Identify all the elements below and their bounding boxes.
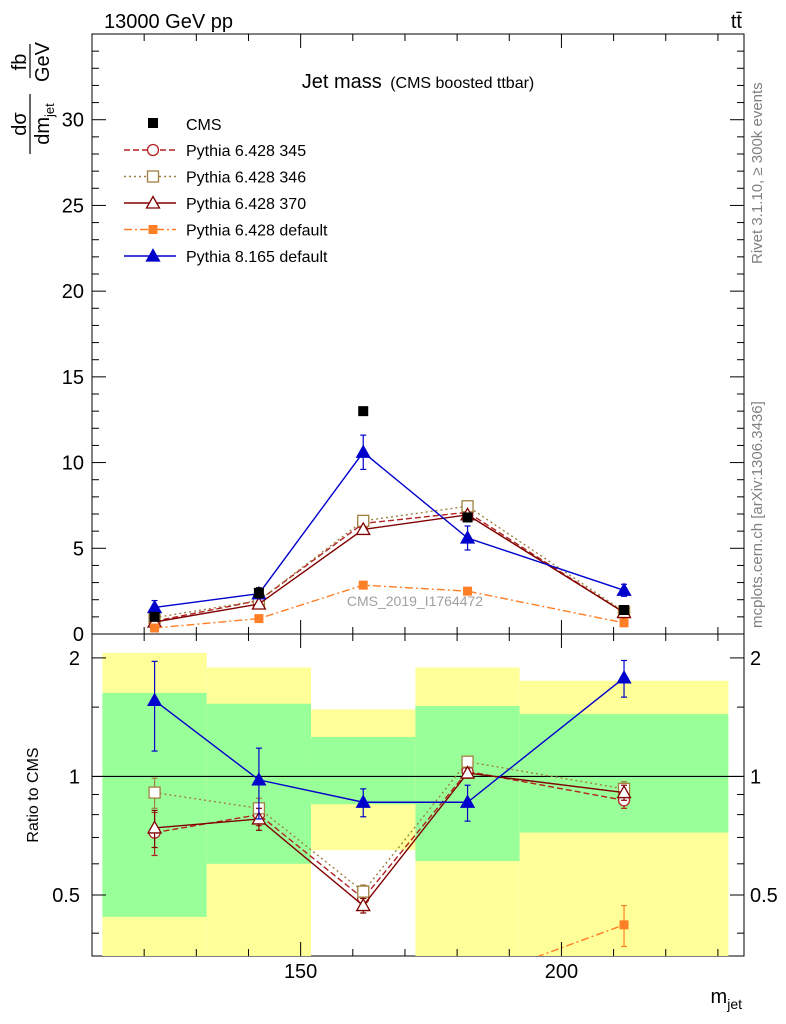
legend-marker-2 (145, 195, 161, 209)
main-series (146, 406, 632, 633)
main-point-3-0 (150, 623, 160, 633)
xlabel-m: m (711, 986, 728, 1008)
main-series-3 (150, 580, 629, 633)
ratio-series-line-1 (154, 760, 625, 893)
main-point-3-2 (358, 580, 368, 590)
ratio-point-3-3 (463, 978, 472, 987)
legend-label-2: Pythia 6.428 370 (186, 196, 306, 213)
ratio-point-4-0 (146, 692, 163, 707)
ylabel-denominator: dmjet (32, 103, 57, 145)
ratio-errbar-3-1 (256, 966, 262, 1000)
ylabel-gev: GeV (32, 41, 54, 82)
analysis-watermark: CMS_2019_I1764472 (347, 593, 483, 609)
ratio-point-2-2 (355, 897, 371, 912)
legend-label-3: Pythia 6.428 default (186, 223, 328, 240)
main-ytick-label-2: 10 (62, 453, 84, 475)
ratio-point-1-2 (357, 885, 370, 898)
chart-title: Jet mass (302, 71, 382, 93)
ratio-series-4 (146, 659, 632, 822)
main-point-2-2 (355, 521, 371, 536)
ratio-point-4-1 (251, 772, 267, 786)
main-series-line-1 (154, 505, 625, 619)
main-point-3-1 (254, 614, 264, 624)
ratio-ytick-label-left-2: 2 (69, 648, 80, 670)
main-point-3-3 (463, 586, 473, 596)
ylabel-dm: dm (32, 117, 54, 145)
ratio-point-4-4 (616, 670, 632, 684)
main-point-4-2 (355, 444, 371, 458)
ratio-ytick-label-left-1: 1 (69, 766, 80, 788)
ratio-point-3-1 (254, 978, 263, 987)
ratio-errbar-3-3 (465, 971, 471, 994)
energy-label: 13000 GeV pp (104, 11, 233, 33)
cms-data (149, 406, 630, 622)
main-ytick-label-3: 15 (62, 367, 84, 389)
ratio-errbar-4-0 (151, 660, 158, 752)
xtick-label-1: 200 (545, 961, 578, 983)
legend-label-cms: CMS (186, 117, 222, 134)
ratio-point-2-3 (459, 765, 476, 779)
ratio-series-3 (150, 904, 629, 1024)
ylabel-jet-sub: jet (42, 103, 57, 118)
main-ytick-label-5: 25 (62, 195, 84, 217)
main-series-line-4 (154, 451, 625, 609)
legend-marker-4 (145, 248, 161, 262)
ylabel-dsigma: dσ (9, 112, 31, 136)
ratio-bands (92, 652, 744, 956)
cms-point-1 (253, 587, 264, 598)
ratio-point-4-2 (355, 794, 371, 808)
legend-label-1: Pythia 6.428 346 (186, 170, 306, 187)
legend-marker-0 (146, 143, 160, 157)
ratio-ytick-label-right-2: 2 (750, 648, 761, 670)
legend-label-4: Pythia 8.165 default (186, 249, 328, 266)
main-series-4 (146, 434, 632, 615)
y-axis-label: dσ dmjet fb GeV (9, 41, 57, 154)
xtick-label-0: 150 (284, 961, 317, 983)
ratio-point-2-4 (616, 784, 632, 799)
ratio-y-label: Ratio to CMS (25, 747, 42, 842)
cms-point-2 (358, 406, 369, 417)
main-point-4-4 (616, 582, 632, 596)
ratio-point-3-4 (619, 920, 629, 930)
ratio-point-2-0 (146, 820, 163, 834)
chart-subtitle: (CMS boosted ttbar) (390, 75, 534, 92)
legend: CMS Pythia 6.428 345 Pythia 6.428 346 Pythi… (124, 117, 328, 266)
chart-title-line: Jet mass (CMS boosted ttbar) (302, 71, 535, 93)
process-label: tt̄ (731, 11, 743, 33)
main-ytick-label-6: 30 (62, 110, 84, 132)
legend-marker-3 (148, 225, 158, 234)
ratio-point-1-0 (148, 786, 161, 799)
rivet-label: Rivet 3.1.10, ≥ 300k events (749, 82, 766, 264)
cms-point-3 (462, 512, 473, 523)
ratio-ytick-label-right-0: 0.5 (750, 885, 778, 907)
ratio-series-2 (146, 765, 632, 914)
legend-marker-1 (146, 170, 160, 183)
ratio-ytick-label-left-0: 0.5 (52, 885, 80, 907)
cms-point-0 (149, 611, 160, 622)
mcplots-label: mcplots.cern.ch [arXiv:1306.3436] (749, 401, 766, 628)
green-band-3 (415, 705, 520, 861)
ratio-point-3-0 (150, 1009, 159, 1018)
green-band-4 (519, 714, 729, 833)
ratio-errbar-3-0 (152, 994, 158, 1024)
main-ytick-label-4: 20 (62, 281, 84, 303)
xlabel-jet-sub: jet (726, 996, 742, 1012)
x-axis-label: mjet (711, 986, 743, 1012)
cms-point-4 (619, 605, 630, 615)
ratio-series (146, 659, 632, 1024)
main-point-2-1 (251, 596, 267, 610)
ratio-point-4-3 (459, 794, 476, 808)
main-ytick-label-0: 0 (73, 624, 84, 646)
main-point-3-4 (619, 618, 629, 628)
main-ytick-label-1: 5 (73, 538, 84, 560)
axes: 0 5 10 15 20 25 30 0.5 0.5 1 1 2 2 150 200 (52, 34, 778, 983)
legend-label-0: Pythia 6.428 345 (186, 143, 306, 160)
main-point-4-3 (459, 530, 476, 544)
ratio-errbar-3-2 (360, 1021, 366, 1024)
legend-marker-cms (148, 118, 158, 128)
ylabel-fb: fb (9, 54, 31, 71)
ratio-ytick-label-right-1: 1 (750, 766, 761, 788)
